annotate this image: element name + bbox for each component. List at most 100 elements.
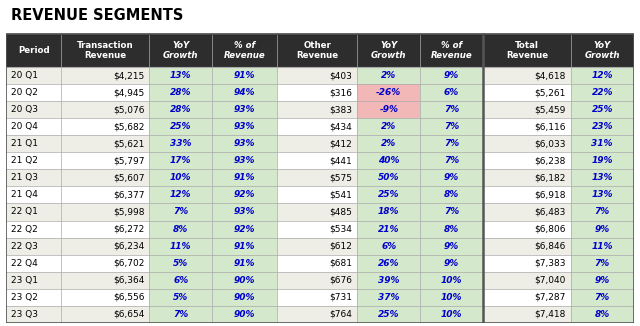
Text: 6%: 6% — [381, 242, 396, 251]
Text: $383: $383 — [330, 105, 353, 114]
Text: $681: $681 — [330, 259, 353, 268]
Text: 7%: 7% — [444, 207, 459, 216]
Text: 23%: 23% — [591, 122, 613, 131]
Text: Period: Period — [18, 46, 50, 55]
Text: 11%: 11% — [170, 242, 191, 251]
Text: $5,682: $5,682 — [113, 122, 145, 131]
Text: $612: $612 — [330, 242, 353, 251]
Bar — [212, 170, 277, 186]
Bar — [149, 272, 212, 289]
Text: $6,556: $6,556 — [113, 293, 145, 302]
Bar — [149, 255, 212, 272]
Bar — [149, 118, 212, 135]
Bar — [212, 220, 277, 238]
Bar — [149, 135, 212, 152]
Text: $403: $403 — [330, 71, 353, 80]
Bar — [149, 238, 212, 255]
Text: 20 Q1: 20 Q1 — [12, 71, 38, 80]
Bar — [6, 67, 634, 84]
Text: 7%: 7% — [595, 207, 610, 216]
Text: $4,215: $4,215 — [113, 71, 145, 80]
Bar — [212, 255, 277, 272]
Bar — [420, 306, 483, 323]
Text: 25%: 25% — [378, 190, 399, 200]
Text: 92%: 92% — [234, 190, 255, 200]
Bar — [358, 67, 420, 84]
Bar — [571, 220, 634, 238]
Text: % of
Revenue: % of Revenue — [224, 41, 266, 60]
Bar — [149, 101, 212, 118]
Text: $6,483: $6,483 — [534, 207, 566, 216]
Bar — [420, 67, 483, 84]
Text: 25%: 25% — [170, 122, 191, 131]
Text: $6,654: $6,654 — [113, 310, 145, 319]
Text: 93%: 93% — [234, 207, 255, 216]
Text: $6,238: $6,238 — [534, 156, 566, 165]
Bar — [358, 186, 420, 203]
Text: 9%: 9% — [444, 242, 459, 251]
Text: 26%: 26% — [378, 259, 399, 268]
Text: 20 Q3: 20 Q3 — [12, 105, 38, 114]
Text: 91%: 91% — [234, 71, 255, 80]
Bar — [571, 255, 634, 272]
Text: 9%: 9% — [595, 276, 610, 285]
Text: 7%: 7% — [173, 207, 188, 216]
Text: 93%: 93% — [234, 105, 255, 114]
Text: 40%: 40% — [378, 156, 399, 165]
Bar — [571, 152, 634, 170]
Text: $6,272: $6,272 — [113, 225, 145, 233]
Text: $5,998: $5,998 — [113, 207, 145, 216]
Text: $5,607: $5,607 — [113, 173, 145, 183]
Text: 2%: 2% — [381, 139, 396, 148]
Bar — [420, 101, 483, 118]
Bar — [212, 118, 277, 135]
Bar — [358, 255, 420, 272]
Text: 22%: 22% — [591, 88, 613, 97]
Bar — [358, 84, 420, 101]
Text: 10%: 10% — [441, 293, 462, 302]
Text: $676: $676 — [330, 276, 353, 285]
Bar — [420, 255, 483, 272]
Text: $6,377: $6,377 — [113, 190, 145, 200]
Bar — [420, 84, 483, 101]
Text: $5,459: $5,459 — [534, 105, 566, 114]
Text: Total
Revenue: Total Revenue — [506, 41, 548, 60]
Text: 11%: 11% — [591, 242, 613, 251]
Bar — [358, 170, 420, 186]
Bar — [6, 84, 634, 101]
Text: 7%: 7% — [444, 122, 459, 131]
Bar — [420, 170, 483, 186]
Bar — [6, 306, 634, 323]
Text: $7,418: $7,418 — [534, 310, 566, 319]
Text: 8%: 8% — [444, 225, 459, 233]
Text: 22 Q2: 22 Q2 — [12, 225, 38, 233]
Bar — [571, 238, 634, 255]
Text: 90%: 90% — [234, 310, 255, 319]
Bar — [212, 152, 277, 170]
Text: $6,806: $6,806 — [534, 225, 566, 233]
Text: 33%: 33% — [170, 139, 191, 148]
Bar — [358, 101, 420, 118]
Text: 9%: 9% — [595, 225, 610, 233]
Text: $7,040: $7,040 — [534, 276, 566, 285]
Bar — [571, 118, 634, 135]
Text: $485: $485 — [330, 207, 353, 216]
Text: 12%: 12% — [591, 71, 613, 80]
Text: $6,918: $6,918 — [534, 190, 566, 200]
Text: 10%: 10% — [441, 310, 462, 319]
Text: REVENUE SEGMENTS: REVENUE SEGMENTS — [12, 8, 184, 23]
Bar — [358, 306, 420, 323]
Text: YoY
Growth: YoY Growth — [584, 41, 620, 60]
Bar — [149, 186, 212, 203]
Text: 28%: 28% — [170, 88, 191, 97]
Bar — [420, 186, 483, 203]
Text: 31%: 31% — [591, 139, 613, 148]
Text: 18%: 18% — [378, 207, 399, 216]
Text: 9%: 9% — [444, 71, 459, 80]
Text: $6,234: $6,234 — [113, 242, 145, 251]
Bar — [149, 152, 212, 170]
Text: $764: $764 — [330, 310, 353, 319]
Text: 37%: 37% — [378, 293, 399, 302]
Text: 22 Q1: 22 Q1 — [12, 207, 38, 216]
Bar — [420, 289, 483, 306]
